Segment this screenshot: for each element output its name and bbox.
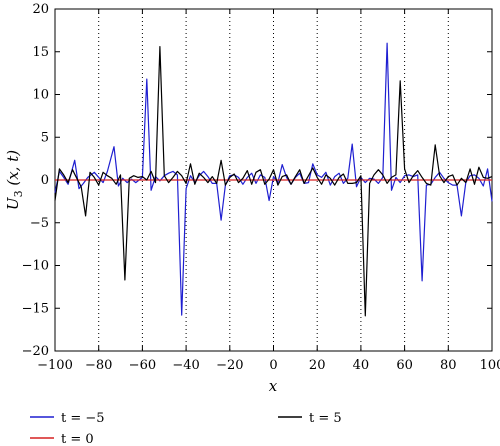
y-tick-label: 10 — [32, 88, 49, 103]
series-lines — [54, 42, 493, 317]
series-line-3 — [54, 45, 493, 317]
x-tick-label: −20 — [216, 358, 243, 373]
grid — [98, 9, 449, 351]
y-axis-label-sub: 3 — [12, 190, 25, 197]
axis-labels: x U3 (x, t) — [4, 150, 278, 395]
legend: t = −5 t = 0 t = 5 — [30, 411, 342, 446]
y-axis-label-name: U — [4, 196, 22, 210]
y-tick-label: −10 — [22, 259, 49, 274]
y-tick-label: 5 — [41, 130, 49, 145]
x-axis-label: x — [269, 377, 278, 395]
y-axis-label: U3 (x, t) — [4, 150, 25, 210]
y-axis-label-args: (x, t) — [4, 150, 22, 191]
x-tick-label: 80 — [440, 358, 457, 373]
y-tick-label: −15 — [22, 301, 49, 316]
x-tick-label: −40 — [172, 358, 199, 373]
y-tick-label: 15 — [32, 45, 49, 60]
y-tick-label: −20 — [22, 344, 49, 359]
legend-label: t = −5 — [61, 411, 105, 426]
x-tick-label: −60 — [129, 358, 156, 373]
x-tick-label: −100 — [37, 358, 73, 373]
x-tick-label: 0 — [269, 358, 277, 373]
x-tick-label: −80 — [85, 358, 112, 373]
y-tick-label: 20 — [32, 2, 49, 17]
legend-label: t = 0 — [61, 432, 94, 446]
x-tick-label: 20 — [309, 358, 326, 373]
axis-ticks: −100 −80 −60 −40 −20 0 20 40 60 80 100 −20 −15 −10 −5 0… — [22, 2, 500, 373]
x-tick-label: 40 — [353, 358, 370, 373]
x-tick-label: 60 — [396, 358, 413, 373]
legend-label: t = 5 — [309, 411, 342, 426]
y-tick-label: −5 — [30, 216, 49, 231]
y-tick-label: 0 — [41, 173, 49, 188]
x-tick-label: 100 — [480, 358, 500, 373]
